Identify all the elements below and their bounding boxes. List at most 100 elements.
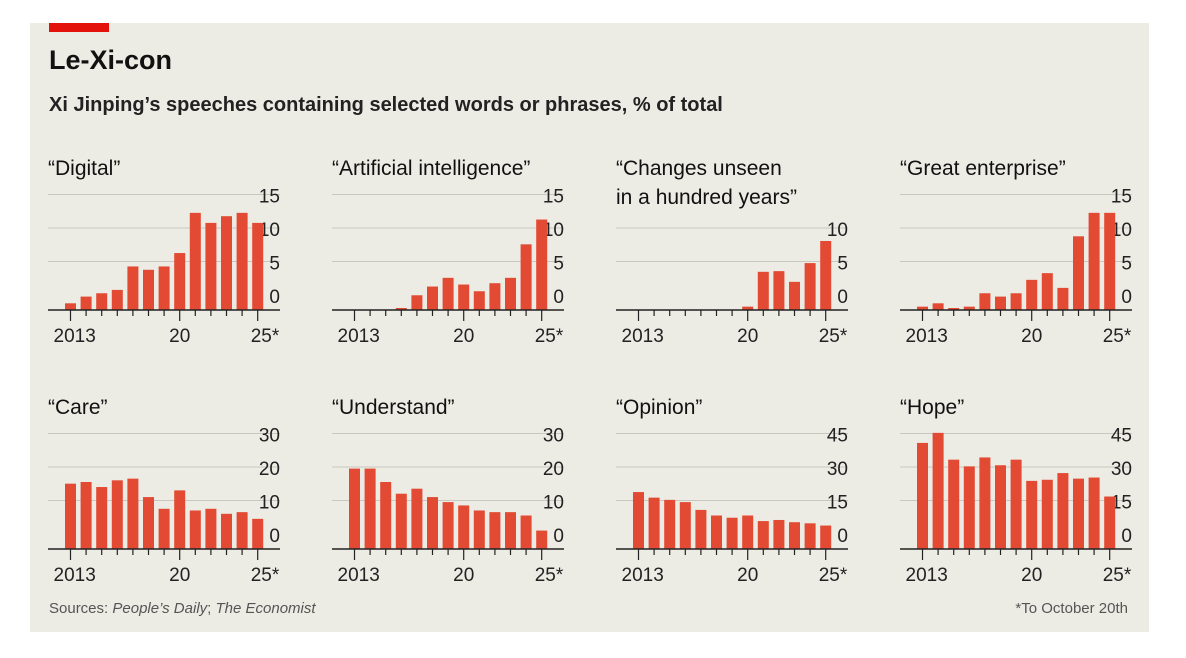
bar-2018 xyxy=(143,269,154,310)
bar-2025 xyxy=(1104,496,1116,549)
bar-2015 xyxy=(96,293,108,310)
y-tick-label: 10 xyxy=(259,220,280,241)
y-tick-label: 10 xyxy=(259,493,280,514)
source-label: Sources: xyxy=(49,600,109,617)
bar-2014 xyxy=(932,432,944,549)
bar-2013 xyxy=(65,483,76,549)
bar-2020 xyxy=(174,490,186,549)
x-tick-label: 2013 xyxy=(906,565,948,586)
bar-2014 xyxy=(80,296,92,310)
bar-2018 xyxy=(143,497,154,549)
y-tick-label: 20 xyxy=(259,459,280,480)
panel-title: “Understand” xyxy=(332,396,455,419)
bar-2022 xyxy=(205,222,217,310)
bar-2013 xyxy=(633,492,644,549)
bar-2022 xyxy=(1057,287,1069,310)
bar-2022 xyxy=(1057,473,1069,549)
bar-2014 xyxy=(648,497,660,549)
x-tick-label: 2013 xyxy=(906,326,948,347)
x-tick-label: 2013 xyxy=(338,565,380,586)
source-peoples-daily: People’s Daily xyxy=(112,600,208,617)
bar-2017 xyxy=(979,293,991,310)
bar-2015 xyxy=(380,482,392,549)
bar-2018 xyxy=(995,465,1006,549)
bar-2018 xyxy=(711,515,722,549)
y-tick-label: 0 xyxy=(1121,526,1132,547)
panel-title: in a hundred years” xyxy=(616,186,797,209)
bar-2017 xyxy=(411,295,423,310)
panel-title: “Digital” xyxy=(48,157,120,180)
y-tick-label: 15 xyxy=(1111,493,1132,514)
bar-2016 xyxy=(679,502,691,549)
bar-2020 xyxy=(1026,279,1038,310)
bar-2025 xyxy=(536,530,548,549)
bar-2017 xyxy=(127,478,139,549)
bar-2021 xyxy=(189,510,201,549)
x-tick-label: 25* xyxy=(535,326,564,347)
bar-2013 xyxy=(349,468,360,549)
bar-2024 xyxy=(804,523,816,549)
y-tick-label: 5 xyxy=(553,254,564,275)
panel-7: “Hope” 45 30 15 0 2013 20 25* xyxy=(900,396,1132,586)
y-tick-label: 0 xyxy=(269,287,280,308)
bar-2019 xyxy=(726,517,738,549)
bar-2018 xyxy=(427,497,438,549)
x-tick-label: 25* xyxy=(535,565,564,586)
bar-2024 xyxy=(520,244,532,310)
x-tick-label: 20 xyxy=(169,565,190,586)
panel-2: “Changes unseen in a hundred years” 10 5 0 20… xyxy=(616,157,848,347)
bar-2019 xyxy=(442,502,454,549)
bar-2013 xyxy=(917,442,928,549)
bar-2019 xyxy=(158,508,170,549)
y-tick-label: 0 xyxy=(553,526,564,547)
x-tick-label: 20 xyxy=(1021,326,1042,347)
bar-2015 xyxy=(948,459,960,549)
y-tick-label: 0 xyxy=(553,287,564,308)
bar-2025 xyxy=(252,222,264,310)
bar-2020 xyxy=(174,253,186,310)
bar-2022 xyxy=(205,508,217,549)
bar-2022 xyxy=(773,271,785,310)
source-separator: ; xyxy=(207,600,212,617)
y-tick-label: 30 xyxy=(827,459,848,480)
y-tick-label: 20 xyxy=(543,459,564,480)
y-tick-label: 15 xyxy=(827,493,848,514)
bar-2021 xyxy=(1041,479,1053,549)
source-note: Sources: People’s Daily; The Economist xyxy=(49,600,316,617)
y-tick-label: 10 xyxy=(827,220,848,241)
y-tick-label: 5 xyxy=(1121,254,1132,275)
bar-2013 xyxy=(917,306,928,310)
bar-2015 xyxy=(96,487,108,549)
bar-2025 xyxy=(1104,212,1116,310)
bar-2013 xyxy=(65,303,76,310)
bar-2020 xyxy=(458,505,470,549)
bar-2017 xyxy=(127,266,139,310)
source-the-economist: The Economist xyxy=(215,600,316,617)
bar-2022 xyxy=(773,519,785,549)
bar-2024 xyxy=(1088,477,1100,549)
bar-2024 xyxy=(236,212,248,310)
bar-2014 xyxy=(932,303,944,310)
bar-2020 xyxy=(742,306,754,310)
y-tick-label: 0 xyxy=(837,526,848,547)
y-tick-label: 10 xyxy=(543,220,564,241)
bar-2024 xyxy=(236,512,248,549)
bar-2025 xyxy=(536,219,548,310)
bar-2023 xyxy=(789,522,800,549)
bar-2016 xyxy=(395,493,407,549)
footnote: *To October 20th xyxy=(1015,600,1128,617)
chart-title: Le-Xi-con xyxy=(49,45,173,75)
bar-2023 xyxy=(1073,478,1084,549)
panel-1: “Artificial intelligence” 15 10 5 0 2013 20 25* xyxy=(332,157,564,347)
panel-0: “Digital” 15 10 5 0 2013 20 25* xyxy=(48,157,280,347)
bar-2014 xyxy=(364,468,376,549)
y-tick-label: 30 xyxy=(543,426,564,447)
bar-2021 xyxy=(757,271,769,310)
x-tick-label: 25* xyxy=(1103,326,1132,347)
x-tick-label: 20 xyxy=(453,565,474,586)
x-tick-label: 25* xyxy=(819,326,848,347)
y-tick-label: 10 xyxy=(543,493,564,514)
bar-2021 xyxy=(473,291,485,310)
x-tick-label: 25* xyxy=(251,565,280,586)
